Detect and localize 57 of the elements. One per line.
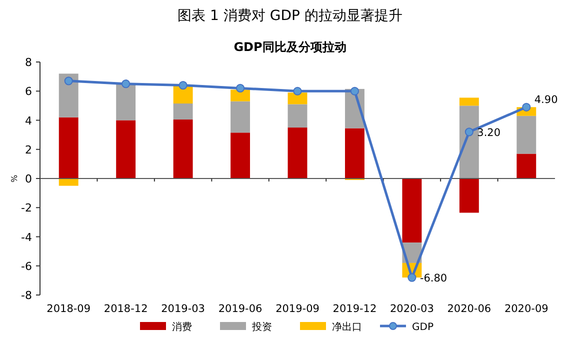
bar (116, 84, 136, 120)
bar (459, 178, 479, 213)
chart-subtitle: GDP同比及分项拉动 (234, 40, 346, 54)
bar (288, 128, 308, 178)
bar (516, 116, 536, 154)
data-label: 4.90 (534, 94, 558, 106)
point (408, 273, 416, 282)
bar (459, 106, 479, 178)
x-tick-label: 2019-03 (161, 303, 205, 315)
bar (173, 86, 193, 104)
bar (116, 120, 136, 178)
bar (402, 178, 422, 243)
y-axis-title: % (10, 174, 19, 182)
point (464, 128, 474, 136)
bar (173, 120, 193, 178)
bar (58, 117, 78, 178)
legend-label: 净出口 (332, 321, 362, 333)
y-tick-label: -2 (21, 202, 32, 215)
point (350, 86, 360, 96)
bar (58, 178, 78, 186)
data-label: 3.20 (477, 126, 501, 139)
point (293, 86, 302, 96)
bar (288, 104, 308, 128)
x-tick-label: 2020-03 (390, 303, 434, 315)
y-tick-label: -8 (21, 289, 32, 302)
bar (459, 98, 479, 106)
data-label: -6.80 (420, 272, 448, 285)
y-tick-label: 8 (25, 56, 32, 69)
y-tick-label: 4 (25, 114, 32, 128)
x-tick-label: 2018-09 (46, 303, 91, 315)
legend-label: 投资 (251, 321, 272, 333)
x-tick-label: 2019-12 (332, 303, 377, 315)
legend-label: GDP (412, 322, 434, 333)
bar (516, 154, 536, 178)
x-tick-label: 2020-06 (447, 303, 492, 315)
y-tick-label: -6 (21, 260, 32, 273)
bar (230, 101, 250, 133)
bar (230, 90, 250, 102)
y-tick-label: 0 (25, 172, 32, 186)
point (178, 81, 188, 90)
point (64, 76, 73, 86)
point (522, 102, 531, 112)
y-tick-label: 2 (25, 143, 32, 156)
legend-label: 消费 (172, 321, 192, 333)
y-tick-label: -4 (21, 230, 32, 244)
x-tick-label: 2019-09 (276, 303, 320, 315)
bar (58, 74, 78, 118)
x-tick-label: 2018-12 (104, 303, 148, 315)
y-tick-label: 6 (25, 85, 32, 98)
point (236, 84, 245, 93)
x-tick-label: 2019-06 (218, 303, 263, 315)
bar (230, 132, 250, 178)
x-tick-label: 2020-09 (504, 303, 548, 315)
bar (173, 104, 193, 120)
point (122, 80, 130, 88)
bar (344, 128, 364, 178)
chart-title: 图表 1 消费对 GDP 的拉动显著提升 (178, 8, 402, 24)
